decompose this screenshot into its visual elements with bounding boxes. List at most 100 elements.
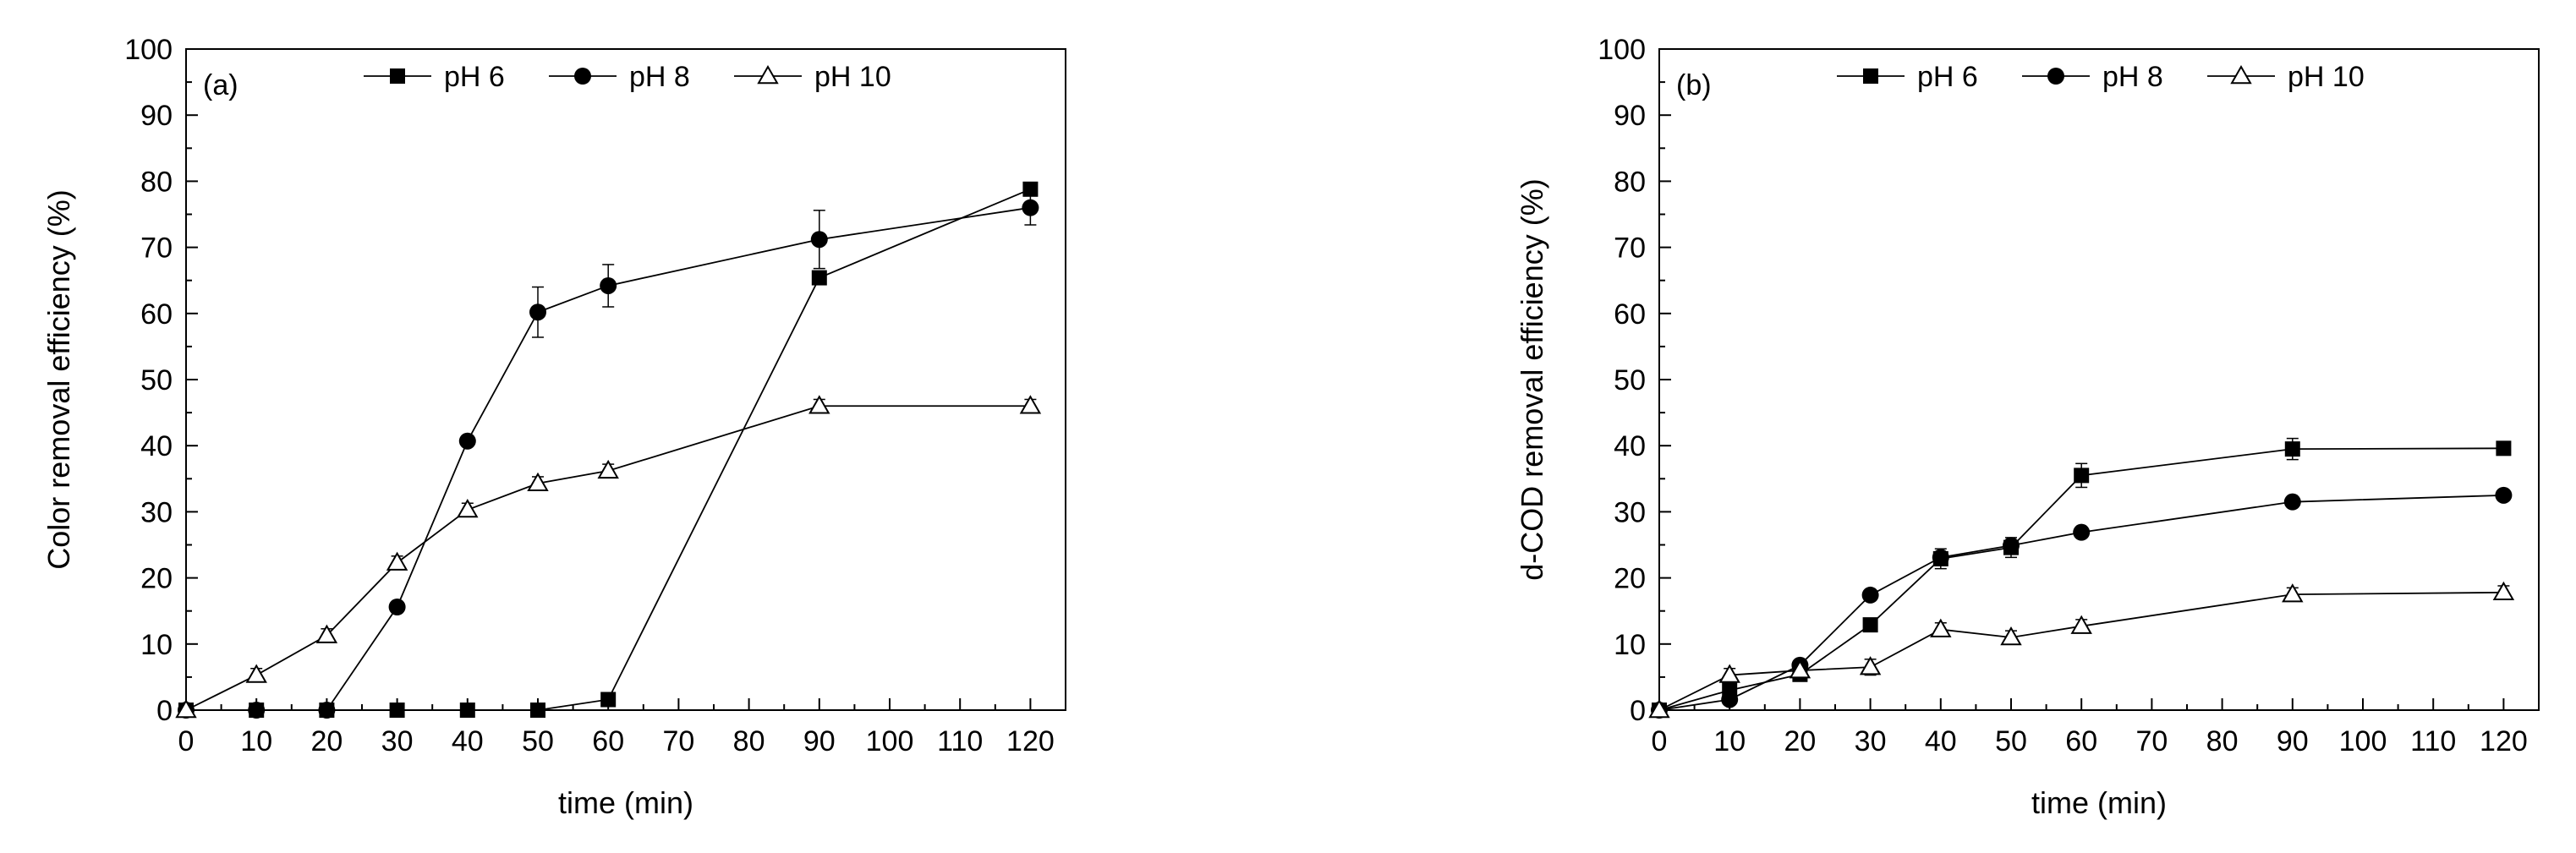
legend-marker bbox=[2047, 68, 2064, 85]
data-point bbox=[2283, 493, 2301, 511]
y-tick-label: 0 bbox=[1630, 695, 1646, 727]
data-point bbox=[386, 551, 408, 571]
panel-label: (a) bbox=[203, 69, 238, 101]
x-tick-label: 70 bbox=[2135, 725, 2168, 757]
y-tick-label: 20 bbox=[1614, 563, 1646, 595]
data-point bbox=[457, 499, 479, 518]
data-point bbox=[2074, 468, 2090, 484]
data-point bbox=[600, 692, 617, 708]
y-tick-label: 80 bbox=[140, 166, 173, 198]
data-point bbox=[529, 303, 546, 321]
legend: pH 6 pH 8 pH 10 bbox=[1837, 61, 2365, 93]
y-tick-label: 50 bbox=[1614, 364, 1646, 396]
series-ph-10 bbox=[175, 395, 1042, 719]
x-tick-label: 110 bbox=[2410, 725, 2456, 757]
legend-label: pH 8 bbox=[629, 61, 690, 93]
data-point bbox=[315, 624, 338, 643]
y-tick-label: 30 bbox=[140, 496, 173, 528]
x-tick-label: 90 bbox=[2277, 725, 2309, 757]
legend-label: pH 6 bbox=[1917, 61, 1978, 93]
x-tick-label: 40 bbox=[452, 725, 484, 757]
y-tick-label: 50 bbox=[140, 364, 173, 396]
y-tick-label: 40 bbox=[1614, 430, 1646, 462]
x-tick-label: 90 bbox=[803, 725, 836, 757]
y-tick-label: 20 bbox=[140, 563, 173, 595]
data-point bbox=[810, 231, 828, 249]
x-tick-label: 40 bbox=[1925, 725, 1957, 757]
chart-panel-1: 0 10 20 30 40 50 60 70 80 90 100 110 120 0 10 20 30 40 50 6… bbox=[41, 34, 1066, 820]
legend-label: pH 10 bbox=[2288, 61, 2365, 93]
y-tick-label: 40 bbox=[140, 430, 173, 462]
x-tick-label: 0 bbox=[178, 725, 195, 757]
data-point bbox=[248, 702, 266, 719]
x-tick-label: 30 bbox=[381, 725, 414, 757]
data-point bbox=[245, 664, 267, 683]
x-tick-label: 100 bbox=[2339, 725, 2387, 757]
legend-marker bbox=[757, 64, 779, 85]
y-tick-label: 60 bbox=[140, 298, 173, 331]
data-point bbox=[2000, 626, 2022, 646]
y-tick-label: 80 bbox=[1614, 166, 1646, 198]
x-tick-label: 10 bbox=[240, 725, 272, 757]
data-point bbox=[2495, 486, 2513, 504]
data-point bbox=[600, 276, 617, 294]
x-tick-label: 80 bbox=[733, 725, 765, 757]
data-point bbox=[1930, 618, 1952, 637]
y-axis-title: Color removal efficiency (%) bbox=[41, 189, 76, 569]
y-tick-label: 0 bbox=[156, 695, 173, 727]
data-point bbox=[527, 472, 549, 492]
data-point bbox=[530, 703, 545, 718]
x-tick-label: 60 bbox=[592, 725, 624, 757]
data-point bbox=[175, 698, 197, 719]
data-point bbox=[1721, 691, 1739, 708]
data-point bbox=[318, 702, 336, 719]
x-tick-label: 30 bbox=[1855, 725, 1887, 757]
panel-label: (b) bbox=[1676, 69, 1712, 101]
x-axis-title: time (min) bbox=[558, 785, 693, 820]
x-tick-label: 10 bbox=[1713, 725, 1746, 757]
legend-marker bbox=[390, 68, 405, 84]
data-point bbox=[2284, 441, 2300, 457]
data-point bbox=[2496, 440, 2512, 457]
y-tick-label: 10 bbox=[140, 629, 173, 661]
data-point bbox=[1022, 199, 1039, 216]
series-ph-8 bbox=[178, 189, 1039, 719]
x-tick-label: 80 bbox=[2206, 725, 2239, 757]
y-tick-label: 90 bbox=[1614, 100, 1646, 132]
legend-item: pH 10 bbox=[2207, 61, 2365, 93]
legend-label: pH 6 bbox=[444, 61, 505, 93]
x-tick-label: 120 bbox=[1006, 725, 1055, 757]
data-point bbox=[2282, 583, 2304, 603]
data-point bbox=[459, 703, 475, 718]
data-point bbox=[1718, 664, 1740, 683]
data-point bbox=[1019, 395, 1042, 414]
legend-item: pH 10 bbox=[734, 61, 891, 93]
x-tick-label: 50 bbox=[1995, 725, 2027, 757]
y-tick-label: 100 bbox=[124, 34, 173, 66]
legend-item: pH 8 bbox=[549, 61, 690, 93]
x-tick-label: 120 bbox=[2480, 725, 2528, 757]
x-tick-label: 0 bbox=[1652, 725, 1668, 757]
legend: pH 6 pH 8 pH 10 bbox=[364, 61, 891, 93]
x-tick-label: 20 bbox=[310, 725, 343, 757]
data-point bbox=[597, 459, 619, 479]
y-tick-label: 90 bbox=[140, 100, 173, 132]
data-point bbox=[1862, 617, 1878, 633]
x-axis-title: time (min) bbox=[2031, 785, 2167, 820]
y-axis-title: d-COD removal efficiency (%) bbox=[1515, 178, 1549, 580]
x-tick-label: 20 bbox=[1784, 725, 1816, 757]
data-point bbox=[1648, 698, 1670, 719]
legend-label: pH 10 bbox=[814, 61, 891, 93]
legend-item: pH 6 bbox=[364, 61, 505, 93]
legend-marker bbox=[574, 68, 591, 85]
legend-item: pH 8 bbox=[2022, 61, 2163, 93]
y-tick-label: 100 bbox=[1598, 34, 1646, 66]
data-point bbox=[1932, 549, 1949, 566]
x-tick-label: 50 bbox=[522, 725, 554, 757]
data-point bbox=[1022, 181, 1039, 197]
data-point bbox=[2003, 537, 2020, 555]
y-tick-label: 60 bbox=[1614, 298, 1646, 331]
data-point bbox=[2492, 581, 2515, 601]
